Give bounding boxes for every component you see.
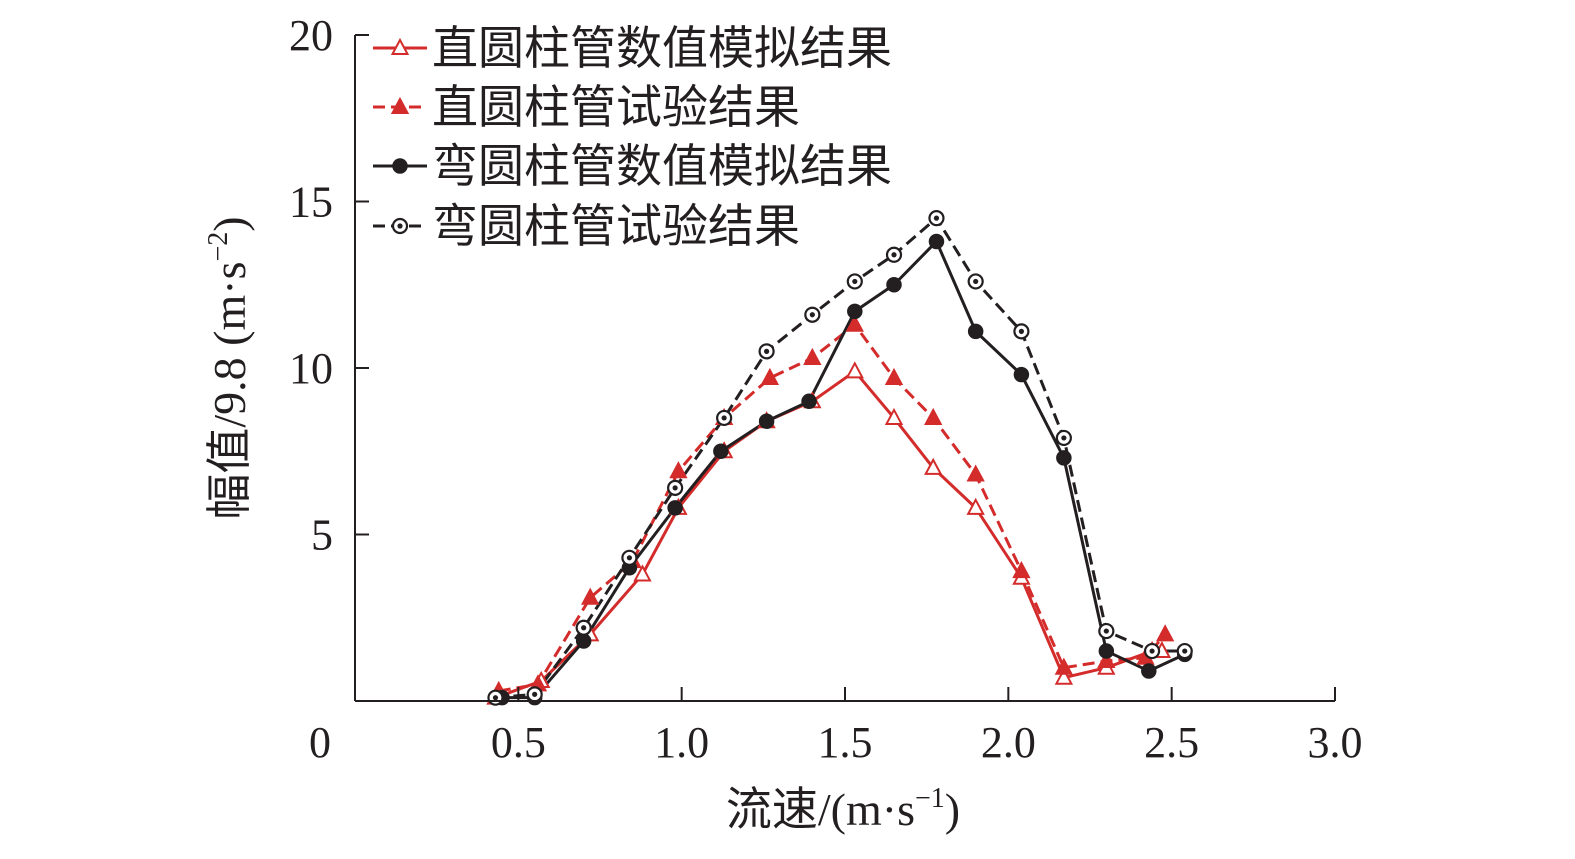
x-ticks: 0 0.5 1.0 1.5 2.0 2.5 3.0: [309, 687, 1363, 767]
series-2-point: [966, 464, 985, 482]
x-tick-label: 2.5: [1144, 718, 1199, 767]
y-tick-label: 5: [311, 511, 333, 560]
series-4-point: [1176, 642, 1193, 660]
x-tick-label: 1.0: [654, 718, 709, 767]
series-4-point: [667, 479, 684, 496]
series-2-point: [1054, 657, 1074, 675]
series-3-point: [1013, 366, 1030, 383]
series-2-point: [884, 367, 904, 385]
x-tick-label: 3.0: [1308, 718, 1363, 767]
series-3-point: [758, 413, 775, 430]
plot-markers: [486, 210, 1193, 706]
series-line-3: [502, 239, 1186, 700]
series-4-point: [716, 409, 733, 427]
series-1-point: [1054, 667, 1074, 685]
series-1-point: [884, 407, 904, 425]
y-axis-title: 幅值/9.8 (m·s−2): [203, 216, 255, 519]
axes: [354, 35, 1335, 702]
legend-marker-1: [390, 37, 410, 55]
series-2-point: [581, 587, 600, 605]
series-4-point: [575, 619, 592, 636]
series-2-point: [803, 347, 822, 366]
series-2-point: [669, 461, 688, 479]
legend-label-1: 直圆柱管数值模拟结果: [432, 23, 892, 74]
series-2-point: [760, 367, 780, 385]
series-4-point: [846, 273, 863, 290]
x-tick-label: 1.5: [818, 718, 873, 767]
series-4-point: [1143, 642, 1161, 660]
series-3-point: [575, 633, 592, 649]
series-1-point: [924, 457, 943, 475]
series-1-point: [845, 361, 864, 379]
series-4-point: [885, 246, 903, 263]
series-4-point: [967, 273, 984, 290]
series-1-point: [966, 497, 985, 515]
legend-marker-3: [392, 158, 408, 174]
series-2-point: [845, 314, 864, 332]
series-4-point: [1013, 323, 1030, 340]
series-4-point: [758, 343, 775, 360]
series-3-point: [928, 233, 945, 250]
legend-label-4: 弯圆柱管试验结果: [432, 201, 800, 252]
series-2-point: [1012, 561, 1031, 579]
series-3-point: [713, 443, 729, 459]
series-4-point: [928, 210, 945, 227]
series-3-point: [847, 303, 863, 320]
series-4-point: [487, 689, 504, 706]
legend-label-3: 弯圆柱管数值模拟结果: [432, 141, 892, 192]
series-3-point: [967, 323, 984, 340]
series-2-point: [924, 407, 943, 425]
series-line-1: [494, 369, 1162, 700]
series-4-point: [804, 306, 821, 323]
series-4-point: [621, 549, 638, 566]
x-tick-label: 0.5: [491, 718, 546, 767]
x-tick-label: 0: [309, 718, 331, 767]
x-axis-title: 流速/(m·s−1): [726, 783, 960, 835]
series-4-point: [1055, 429, 1072, 447]
series-3-point: [801, 393, 817, 410]
y-tick-label: 10: [289, 344, 333, 393]
legend-marker-4: [391, 217, 409, 235]
series-3-point: [1141, 663, 1157, 679]
x-tick-label: 2.0: [981, 718, 1036, 767]
series-4-point: [1098, 622, 1115, 640]
series-3-point: [1098, 643, 1115, 659]
series-1-point: [633, 564, 652, 582]
y-tick-label: 20: [289, 11, 333, 60]
legend-label-2: 直圆柱管试验结果: [432, 82, 800, 133]
series-3-point: [886, 277, 902, 293]
series-line-2: [498, 323, 1167, 693]
y-tick-label: 15: [289, 178, 333, 227]
series-2-point: [1097, 650, 1116, 669]
plot-lines: [494, 216, 1186, 700]
legend-marker-2: [390, 96, 410, 114]
series-4-point: [526, 686, 543, 703]
y-ticks: 5 10 15 20: [289, 11, 369, 560]
series-3-point: [1056, 450, 1072, 466]
series-3-point: [667, 500, 683, 516]
series-2-point: [1155, 624, 1175, 642]
